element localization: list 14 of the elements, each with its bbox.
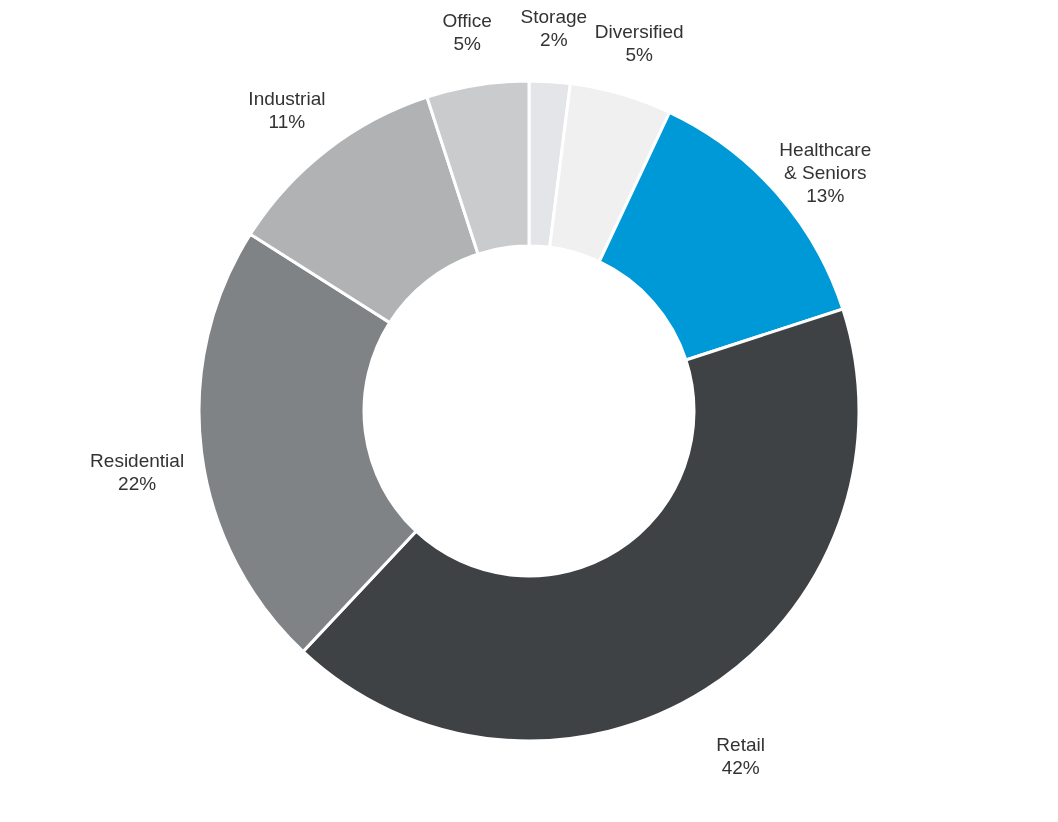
slice-label: Office bbox=[442, 9, 492, 31]
slice-label: Retail bbox=[716, 733, 765, 755]
slice-label: Industrial bbox=[248, 87, 326, 109]
data-label: 42% bbox=[721, 756, 760, 778]
data-label: 13% bbox=[806, 184, 845, 206]
slice-label: Residential bbox=[90, 449, 185, 471]
data-label: 2% bbox=[540, 28, 568, 50]
slice-label: Healthcare & Seniors bbox=[779, 138, 872, 183]
slice-label: Storage bbox=[520, 5, 588, 27]
data-label: 5% bbox=[625, 43, 654, 65]
data-label: 22% bbox=[118, 472, 157, 494]
data-label: 11% bbox=[268, 110, 306, 132]
data-label: 5% bbox=[453, 32, 482, 54]
slice-label: Diversified bbox=[594, 20, 684, 42]
